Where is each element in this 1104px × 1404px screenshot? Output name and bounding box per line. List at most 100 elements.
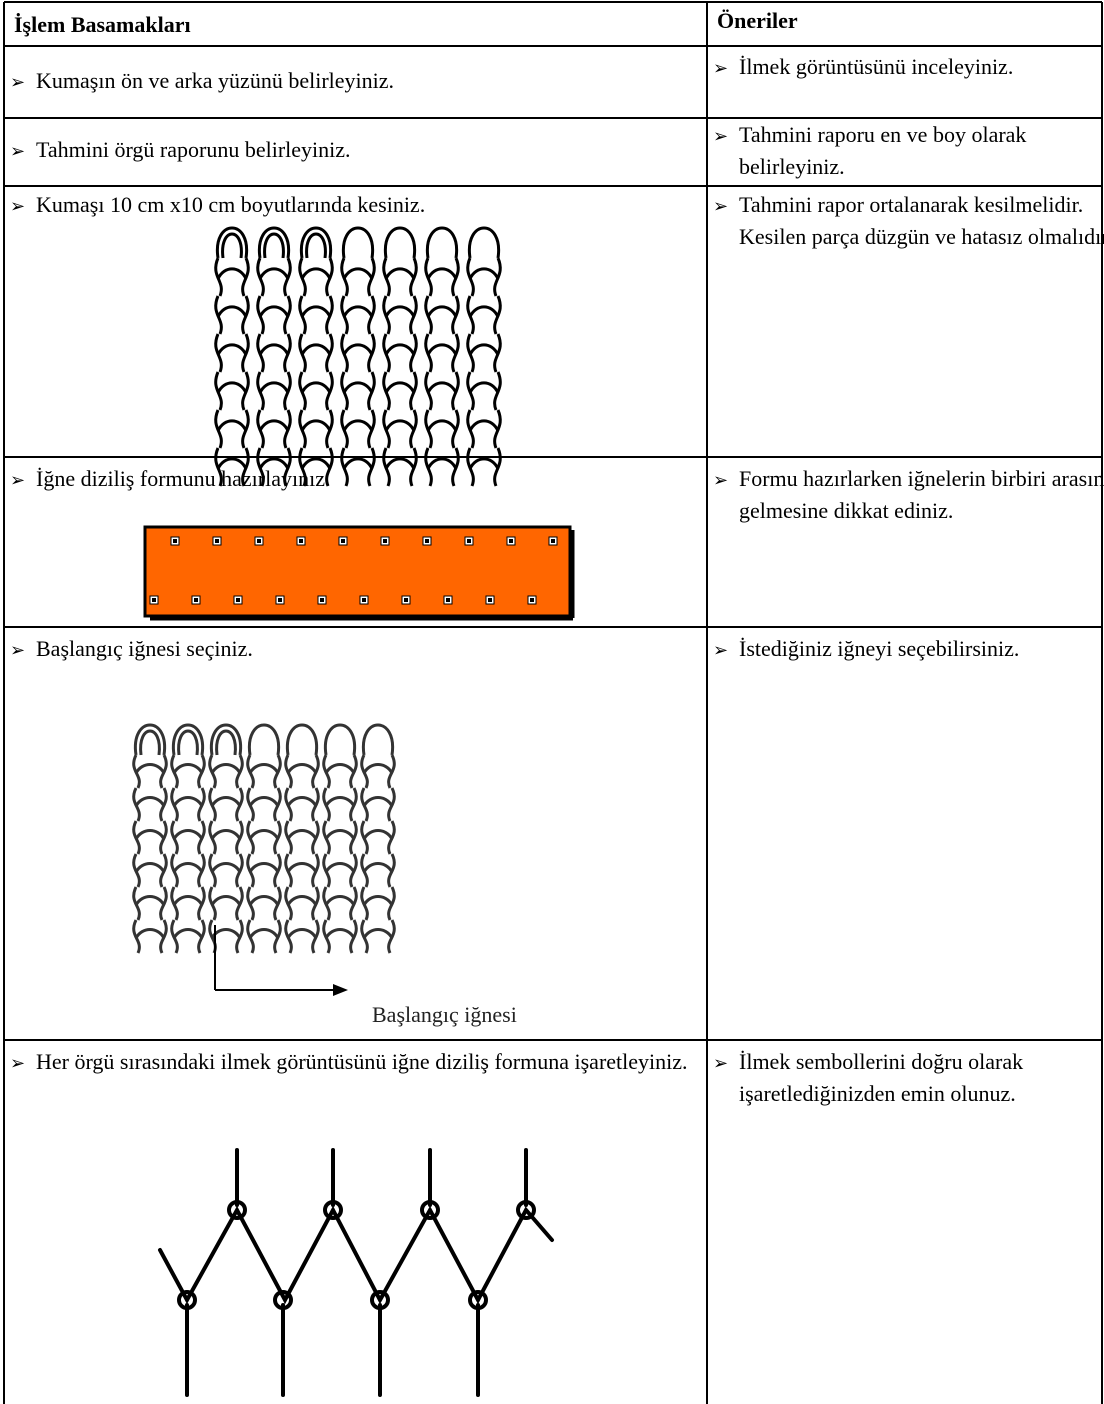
- illustration-part: [467, 539, 471, 543]
- illustration-part: [209, 723, 243, 756]
- illustration-part: [286, 895, 318, 906]
- step-text: Kumaşı 10 cm x10 cm boyutlarında kesiniz…: [10, 190, 716, 222]
- illustration-part: [177, 729, 199, 756]
- illustration-part: [215, 729, 237, 756]
- illustration-part: [210, 796, 242, 807]
- illustration-part: [134, 928, 166, 939]
- illustration-part: [384, 419, 416, 432]
- illustration-part: [300, 267, 332, 280]
- illustration-part: [134, 829, 166, 840]
- illustration-part: [384, 381, 416, 394]
- illustration-part: [362, 598, 366, 602]
- illustration-part: [210, 862, 242, 873]
- illustration-part: [551, 539, 555, 543]
- illustration-part: [172, 763, 204, 774]
- illustration-part: [426, 343, 458, 356]
- suggestion-text: Tahmini rapor ortalanarak kesilmelidir. …: [713, 190, 1104, 252]
- illustration-part: [404, 598, 408, 602]
- illustration-part: [134, 895, 166, 906]
- illustration-part: [172, 928, 204, 939]
- illustration-part: [216, 305, 248, 318]
- illustration-part: [133, 723, 167, 756]
- illustration-part: [172, 829, 204, 840]
- illustration-part: [215, 539, 219, 543]
- illustration-part: [134, 763, 166, 774]
- illustration-part: [285, 723, 319, 756]
- illustration-part: [258, 381, 290, 394]
- illustration-part: [300, 305, 332, 318]
- illustration-part: [299, 226, 333, 259]
- illustration-part: [341, 539, 345, 543]
- illustration-part: [426, 267, 458, 280]
- illustration-part: [215, 226, 249, 259]
- illustration-part: [341, 226, 375, 259]
- illustration-part: [286, 862, 318, 873]
- illustration-part: [216, 419, 248, 432]
- illustration-part: [216, 381, 248, 394]
- illustration-part: [172, 796, 204, 807]
- illustration-part: [425, 539, 429, 543]
- illustration-part: [216, 267, 248, 280]
- illustration-part: [216, 343, 248, 356]
- suggestion-text: İstediğiniz iğneyi seçebilirsiniz.: [713, 634, 1039, 666]
- illustration-part: [362, 895, 394, 906]
- illustration-part: [342, 267, 374, 280]
- step-text: Başlangıç iğnesi seçiniz.: [10, 634, 716, 666]
- step-text: Tahmini örgü raporunu belirleyiniz.: [10, 135, 716, 167]
- illustration-part: [258, 267, 290, 280]
- illustration-part: [194, 598, 198, 602]
- illustration-part: [210, 895, 242, 906]
- step-text: İğne diziliş formunu hazırlayınız.: [10, 464, 716, 496]
- illustration-part: [383, 226, 417, 259]
- illustration-part: [248, 829, 280, 840]
- illustration-part: [425, 226, 459, 259]
- illustration-part: [210, 928, 242, 939]
- illustration-part: [210, 829, 242, 840]
- illustration-part: [258, 343, 290, 356]
- illustration-part: [342, 381, 374, 394]
- illustration-part: [362, 829, 394, 840]
- illustration-part: [320, 598, 324, 602]
- illustration-part: [300, 419, 332, 432]
- illustration-part: [257, 539, 261, 543]
- illustration-part: [305, 232, 327, 259]
- illustration-part: [362, 862, 394, 873]
- illustration-part: [324, 895, 356, 906]
- illustration-part: [134, 862, 166, 873]
- figure-label: Başlangıç iğnesi: [372, 1002, 517, 1027]
- illustration-part: [248, 796, 280, 807]
- suggestion-text: İlmek sembollerini doğru olarak işaretle…: [713, 1047, 1059, 1109]
- illustration-part: [384, 305, 416, 318]
- illustration-part: [248, 895, 280, 906]
- illustration-part: [362, 796, 394, 807]
- illustration-part: [299, 539, 303, 543]
- suggestion-text: İlmek görüntüsünü inceleyiniz.: [713, 52, 1029, 84]
- illustration-part: [173, 539, 177, 543]
- column-header: İşlem Basamakları: [14, 12, 191, 37]
- column-header: Öneriler: [717, 8, 798, 33]
- illustration-part: [324, 862, 356, 873]
- illustration-part: [152, 598, 156, 602]
- illustration-part: [248, 862, 280, 873]
- illustration-part: [286, 796, 318, 807]
- illustration-part: [258, 305, 290, 318]
- illustration-part: [467, 226, 501, 259]
- illustration-part: [468, 381, 500, 394]
- illustration-part: [384, 267, 416, 280]
- illustration-part: [258, 419, 290, 432]
- illustration-part: [488, 598, 492, 602]
- illustration-part: [362, 928, 394, 939]
- illustration-part: [300, 381, 332, 394]
- illustration-part: [286, 928, 318, 939]
- illustration-part: [468, 305, 500, 318]
- illustration-part: [221, 232, 243, 259]
- illustration-part: [468, 343, 500, 356]
- illustration-part: [324, 829, 356, 840]
- illustration-part: [171, 723, 205, 756]
- illustration-part: [324, 796, 356, 807]
- illustration-part: [257, 226, 291, 259]
- illustration-part: [172, 895, 204, 906]
- suggestion-text: Tahmini raporu en ve boy olarak belirley…: [713, 120, 1079, 182]
